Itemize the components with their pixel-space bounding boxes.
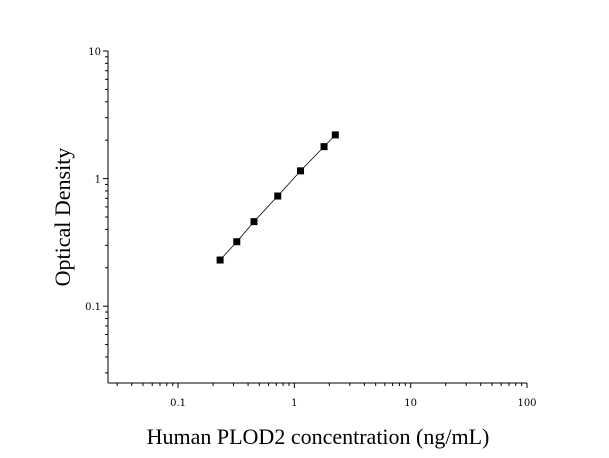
x-tick-label: 1 <box>291 398 297 409</box>
data-point <box>331 131 339 139</box>
data-point <box>233 238 241 246</box>
x-axis-title: Human PLOD2 concentration (ng/mL) <box>147 424 490 449</box>
x-tick-label: 10 <box>404 398 417 409</box>
axes: 0.1 1 10 100 0.1 1 10 <box>85 47 536 409</box>
data-point <box>216 256 224 264</box>
data-point <box>250 218 258 226</box>
x-tick-label: 0.1 <box>170 398 186 409</box>
data-point <box>297 167 305 175</box>
data-point <box>320 143 328 151</box>
y-tick-label: 1 <box>95 175 101 186</box>
y-axis-title: Optical Density <box>50 148 75 287</box>
y-tick-label: 10 <box>88 47 101 58</box>
data-point <box>274 192 282 200</box>
y-tick-label: 0.1 <box>85 302 101 313</box>
data-points-layer <box>216 131 339 264</box>
x-tick-label: 100 <box>517 398 536 409</box>
